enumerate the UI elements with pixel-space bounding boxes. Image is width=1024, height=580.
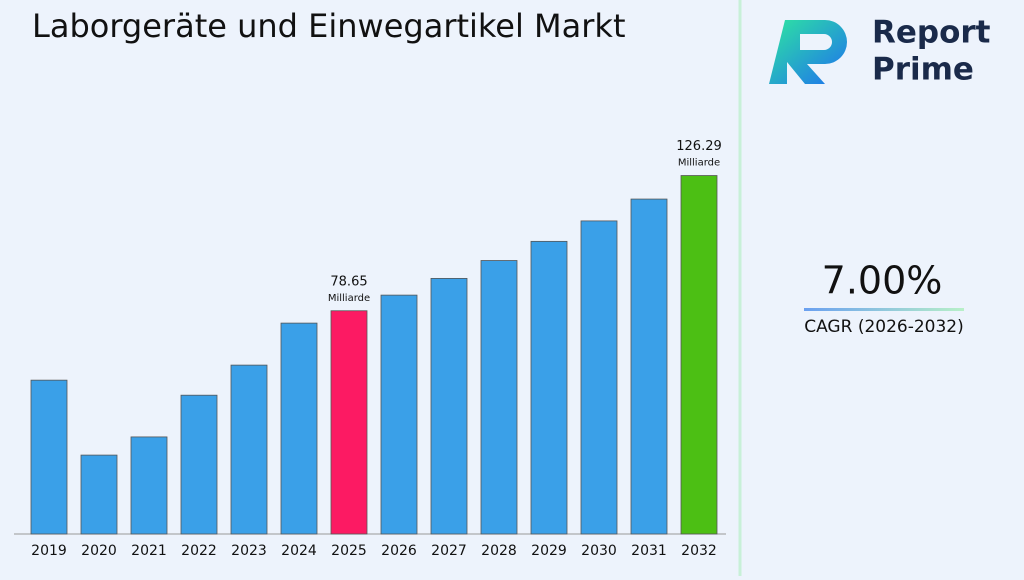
chart-title: Laborgeräte und Einwegartikel Markt: [32, 7, 626, 45]
x-tick-label: 2019: [31, 543, 67, 559]
bar: [180, 394, 218, 535]
bar: [580, 220, 618, 535]
logo-icon: [769, 20, 847, 84]
data-unit: Milliarde: [678, 158, 720, 169]
cagr-label: CAGR (2026-2032): [804, 317, 964, 337]
bar: [280, 322, 318, 535]
x-tick-label: 2027: [431, 543, 467, 559]
bar: [330, 310, 368, 535]
data-unit: Milliarde: [328, 293, 370, 304]
x-tick-label: 2021: [131, 543, 167, 559]
logo: Report Prime: [769, 15, 991, 88]
bar: [680, 175, 718, 535]
x-tick-label: 2024: [281, 543, 317, 559]
x-tick-label: 2022: [181, 543, 217, 559]
bar: [630, 198, 668, 535]
x-tick-label: 2029: [531, 543, 567, 559]
x-tick-label: 2032: [681, 543, 717, 559]
bar: [30, 379, 68, 535]
x-tick-label: 2030: [581, 543, 617, 559]
x-tick-label: 2025: [331, 543, 367, 559]
data-label: 126.29: [676, 139, 722, 154]
x-tick-label: 2031: [631, 543, 667, 559]
x-tick-label: 2020: [81, 543, 117, 559]
bar: [380, 294, 418, 535]
logo-text: Report: [872, 15, 991, 51]
bar: [80, 454, 118, 535]
data-label: 78.65: [330, 274, 367, 289]
bar: [480, 260, 518, 535]
cagr-value: 7.00%: [822, 259, 943, 303]
bar: [130, 436, 168, 535]
x-tick-label: 2028: [481, 543, 517, 559]
bar: [530, 240, 568, 535]
logo-icon-cut: [800, 34, 832, 50]
bar: [230, 364, 268, 535]
cagr-underline: [804, 308, 964, 311]
x-tick-label: 2023: [231, 543, 267, 559]
logo-text: Prime: [872, 52, 974, 88]
x-tick-label: 2026: [381, 543, 417, 559]
bar: [430, 277, 468, 535]
